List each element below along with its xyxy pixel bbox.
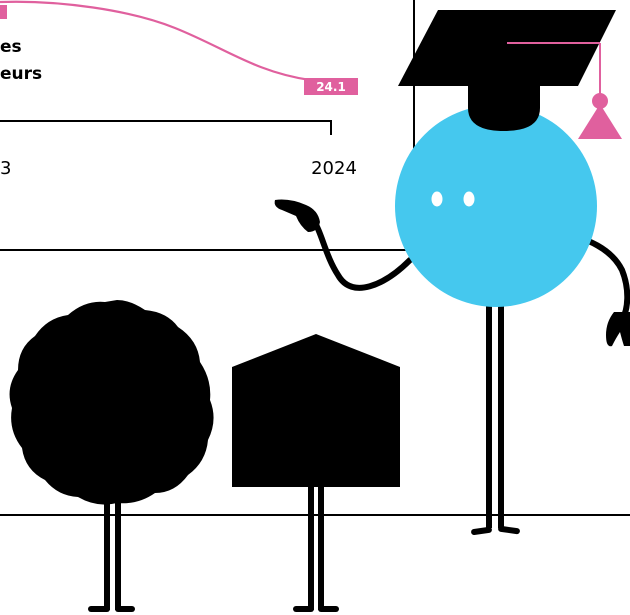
character-body — [395, 105, 597, 307]
house-foot-right — [318, 606, 339, 612]
series-marker-start — [0, 5, 7, 19]
series-line — [0, 0, 356, 88]
character-leg-right — [498, 300, 504, 528]
house-leg-left — [308, 485, 314, 610]
house-foot-left — [293, 606, 314, 612]
character-leg-left — [486, 300, 492, 528]
badge-leg-right — [115, 490, 121, 610]
x-tick-right: 2024 — [311, 158, 357, 179]
character-foot-right — [498, 525, 520, 535]
scalloped-badge-icon — [9, 300, 214, 505]
badge-leg-left — [104, 490, 110, 610]
house-leg-right — [318, 485, 324, 610]
character-arm-left — [309, 215, 413, 291]
character-foot-left — [471, 526, 492, 535]
badge-foot-right — [115, 606, 135, 612]
mortarboard-icon — [398, 10, 616, 131]
value-label-box — [304, 78, 358, 95]
badge-foot-left — [88, 606, 110, 612]
legend-line-2: eurs — [0, 64, 42, 84]
right-hand-icon — [606, 312, 630, 347]
x-axis-bracket — [0, 120, 332, 135]
character-eyes-icon — [431, 191, 475, 207]
value-label: 24.1 — [316, 80, 346, 94]
legend-line-1: es — [0, 37, 22, 57]
house-shape-icon — [232, 334, 400, 487]
tassel-icon — [507, 42, 622, 139]
x-tick-left: 3 — [0, 158, 11, 179]
pointing-hand-icon — [274, 199, 320, 232]
